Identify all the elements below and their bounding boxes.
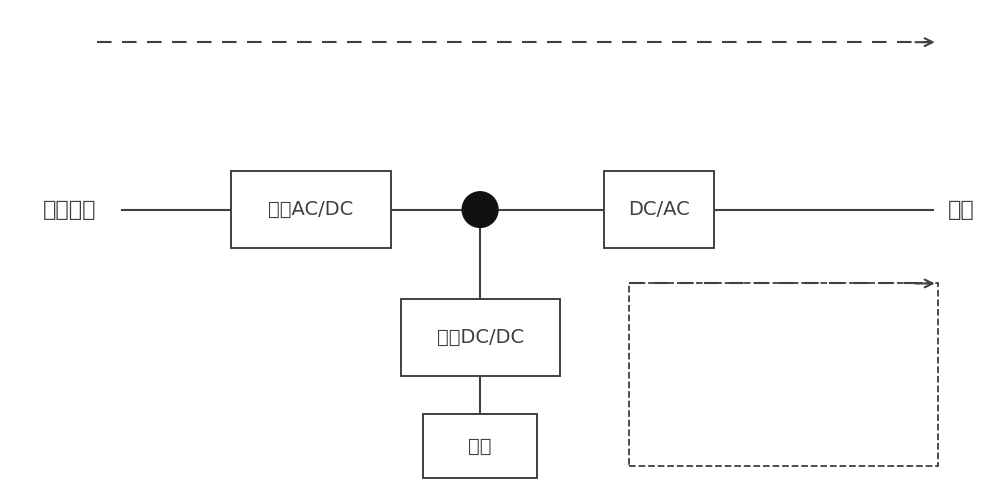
- Text: DC/AC: DC/AC: [628, 200, 690, 219]
- Text: 负载: 负载: [948, 200, 974, 220]
- Bar: [231, 171, 391, 248]
- Bar: [604, 171, 714, 248]
- Text: 双向AC/DC: 双向AC/DC: [268, 200, 354, 219]
- Bar: [629, 283, 938, 466]
- Bar: [423, 414, 537, 478]
- Text: 第一电源: 第一电源: [43, 200, 96, 220]
- Ellipse shape: [462, 192, 498, 228]
- Bar: [401, 299, 560, 376]
- Text: 电池: 电池: [468, 436, 492, 456]
- Text: 双向DC/DC: 双向DC/DC: [437, 328, 524, 347]
